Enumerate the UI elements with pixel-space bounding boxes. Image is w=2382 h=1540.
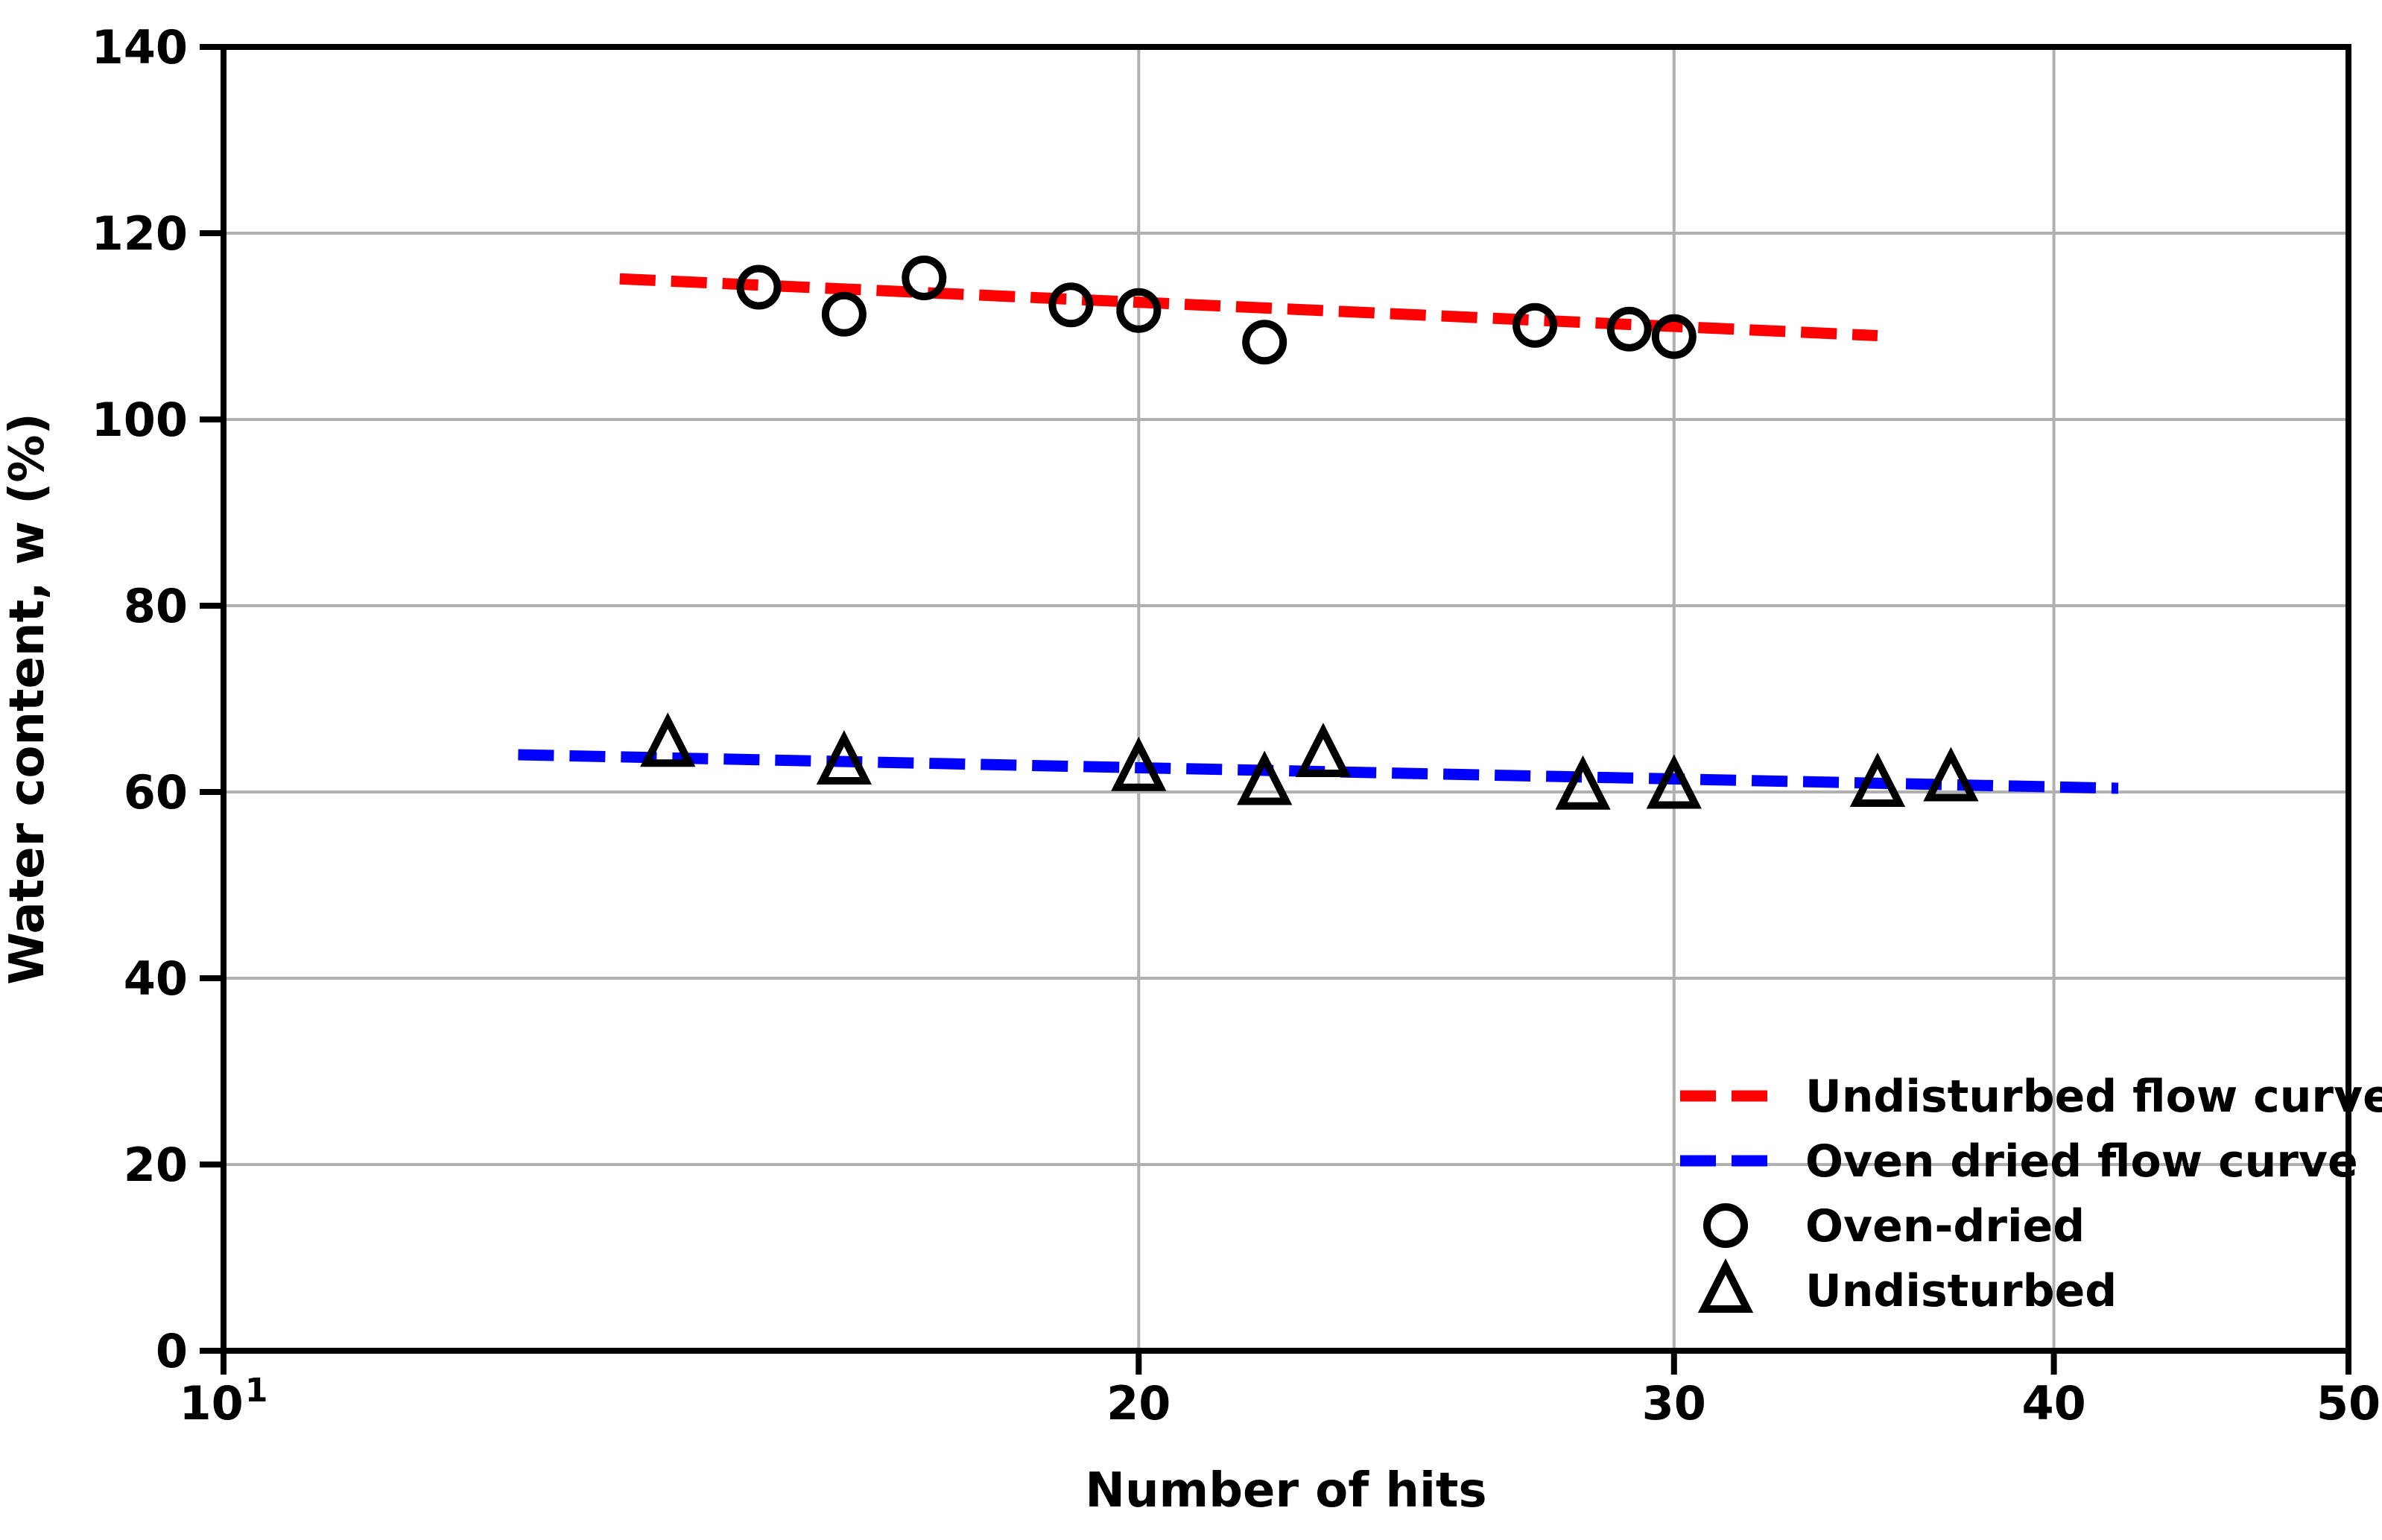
y-tick-label: 100 xyxy=(92,393,188,447)
oven-dried-point xyxy=(821,291,867,337)
legend-item: Undisturbed flow curve xyxy=(1680,1071,2382,1123)
undisturbed-flow-curve-line xyxy=(619,273,1878,341)
oven-dried-point xyxy=(736,264,782,310)
y-axis-title: Water content, w (%) xyxy=(0,413,55,985)
y-tick-label: 140 xyxy=(92,20,188,75)
undisturbed-point xyxy=(816,729,872,785)
undisturbed-point xyxy=(1555,755,1611,810)
oven-dried-point xyxy=(1606,306,1652,352)
oven-dried-point xyxy=(1512,302,1558,348)
series-layer xyxy=(518,256,2119,810)
undisturbed-point xyxy=(1849,752,1906,807)
undisturbed-point xyxy=(1237,750,1293,805)
undisturbed-point xyxy=(1646,754,1702,809)
axes-layer: 101 20 30 40 50 0 20 40 60 80 100 120 140 xyxy=(92,20,2381,1430)
y-tick-label: 40 xyxy=(124,951,188,1006)
x-tick-label: 20 xyxy=(1106,1376,1171,1430)
legend-label: Undisturbed xyxy=(1805,1265,2117,1317)
x-tick-label: 101 xyxy=(180,1372,268,1430)
legend-circle-marker xyxy=(1703,1203,1748,1248)
y-tick-label: 60 xyxy=(124,765,188,820)
oven-dried-point xyxy=(1048,282,1094,328)
x-tick-label: 40 xyxy=(2021,1376,2085,1430)
oven-dried-point xyxy=(1242,320,1287,365)
legend-item: Oven-dried xyxy=(1703,1200,2085,1252)
y-tick-label: 80 xyxy=(124,579,188,633)
x-tick-label: 30 xyxy=(1642,1376,1706,1430)
legend-item: Oven dried flow curve xyxy=(1680,1135,2358,1188)
oven-dried-point xyxy=(902,256,947,300)
legend-label: Oven-dried xyxy=(1805,1200,2085,1252)
y-tick-label: 20 xyxy=(124,1138,188,1192)
grid-layer xyxy=(224,47,2348,1351)
legend-item: Undisturbed xyxy=(1697,1258,2117,1317)
y-tick-label: 120 xyxy=(92,206,188,261)
legend: Undisturbed flow curve Oven dried flow cu… xyxy=(1680,1071,2382,1317)
legend-label: Undisturbed flow curve xyxy=(1805,1071,2382,1123)
legend-label: Oven dried flow curve xyxy=(1805,1135,2358,1188)
x-tick-label: 50 xyxy=(2316,1376,2381,1430)
legend-triangle-marker xyxy=(1697,1258,1754,1313)
y-tick-label: 0 xyxy=(156,1324,188,1378)
oven-dried-point xyxy=(1116,288,1162,333)
undisturbed-point xyxy=(1295,722,1352,777)
oven-dried-point xyxy=(1651,314,1697,359)
plot-border xyxy=(221,44,2351,1354)
undisturbed-point xyxy=(1923,747,1979,802)
undisturbed-point xyxy=(1111,736,1167,791)
x-axis-title: Number of hits xyxy=(1085,1463,1486,1518)
undisturbed-point xyxy=(640,712,696,767)
